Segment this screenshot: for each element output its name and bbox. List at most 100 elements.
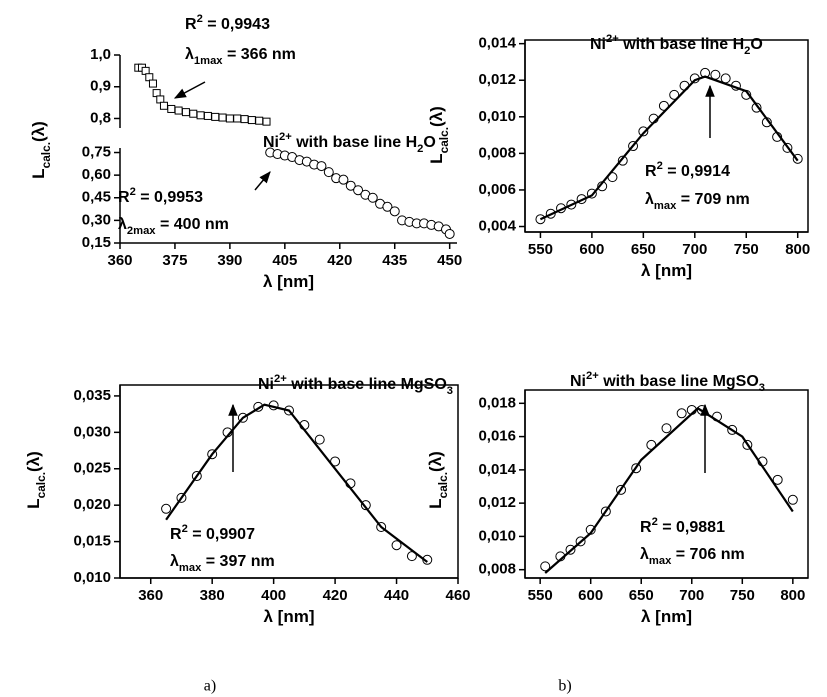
x-axis-label: λ [nm] xyxy=(264,607,315,626)
y-tick-label: 0,035 xyxy=(73,387,111,404)
data-point xyxy=(710,69,721,80)
text-part: O xyxy=(423,134,435,151)
text-part: (λ) xyxy=(24,451,43,472)
text-part: λ xyxy=(185,46,194,63)
text-part: 2 xyxy=(744,45,750,57)
x-tick-label: 360 xyxy=(138,587,163,604)
y-tick-label: 0,018 xyxy=(478,394,516,411)
text-part: 2 xyxy=(652,516,658,528)
x-axis-label: λ [nm] xyxy=(263,272,314,291)
text-part: (λ) xyxy=(426,451,445,472)
x-tick-label: 420 xyxy=(323,587,348,604)
text-part: max xyxy=(179,562,202,574)
data-point xyxy=(255,116,264,125)
text-part: Ni xyxy=(590,36,606,53)
data-point xyxy=(353,185,364,196)
x-tick-label: 600 xyxy=(579,241,604,258)
text-part: λ [nm] xyxy=(641,607,692,626)
x-tick-label: 750 xyxy=(730,587,755,604)
x-tick-label: 390 xyxy=(217,252,242,269)
y-tick-label: 0,45 xyxy=(82,189,111,206)
text-part: L xyxy=(427,153,446,163)
y-tick-label: 0,015 xyxy=(73,533,111,550)
text-part: λ [nm] xyxy=(263,272,314,291)
text-part: 2+ xyxy=(586,370,599,382)
text-part: R xyxy=(640,519,652,536)
x-axis-label: λ [nm] xyxy=(641,261,692,280)
data-point xyxy=(233,114,242,123)
y-tick-label: 1,0 xyxy=(90,46,111,63)
data-point xyxy=(196,111,205,120)
y-tick-label: 0,008 xyxy=(478,144,516,161)
text-part: Ni xyxy=(263,134,279,151)
data-point xyxy=(676,408,687,419)
data-point xyxy=(161,503,172,514)
x-tick-label: 600 xyxy=(578,587,603,604)
text-part: 2 xyxy=(197,13,203,25)
text-part: λ [nm] xyxy=(641,261,692,280)
y-tick-label: 0,60 xyxy=(82,166,111,183)
caption: b) xyxy=(558,678,571,695)
annotation: Ni2+ with base line H2O xyxy=(263,131,436,155)
data-point xyxy=(787,494,798,505)
x-tick-label: 800 xyxy=(780,587,805,604)
text-part: R xyxy=(170,526,182,543)
chart-title: Ni2+ with base line H2O xyxy=(590,33,763,57)
x-tick-label: 700 xyxy=(679,587,704,604)
y-tick-label: 0,030 xyxy=(73,423,111,440)
text-part: Ni xyxy=(570,373,586,390)
annotation: λ1max = 366 nm xyxy=(185,46,296,67)
text-part: (λ) xyxy=(427,106,446,127)
text-part: 2 xyxy=(657,160,663,172)
y-tick-label: 0,30 xyxy=(82,211,111,228)
text-part: O xyxy=(750,36,762,53)
text-part: R xyxy=(118,189,130,206)
data-point xyxy=(203,111,212,120)
data-point xyxy=(661,423,672,434)
text-part: 3 xyxy=(759,382,765,394)
x-axis-label: λ [nm] xyxy=(641,607,692,626)
y-tick-label: 0,014 xyxy=(478,461,516,478)
text-part: 3 xyxy=(447,385,453,397)
x-tick-label: 700 xyxy=(682,241,707,258)
text-part: calc. xyxy=(437,127,451,153)
y-tick-label: 0,010 xyxy=(478,108,516,125)
text-part: = 0,9914 xyxy=(663,163,730,180)
y-tick-label: 0,010 xyxy=(478,527,516,544)
y-tick-label: 0,025 xyxy=(73,460,111,477)
text-part: R xyxy=(645,163,657,180)
text-part: L xyxy=(29,168,48,178)
annotation: R2 = 0,9907 xyxy=(170,523,255,543)
text-part: 1max xyxy=(194,55,223,67)
y-tick-label: 0,004 xyxy=(478,217,516,234)
y-axis-label: Lcalc.(λ) xyxy=(29,121,53,179)
data-point xyxy=(316,161,327,172)
data-point xyxy=(540,561,551,572)
data-point xyxy=(638,126,649,137)
y-tick-label: 0,010 xyxy=(73,569,111,586)
x-tick-label: 360 xyxy=(107,252,132,269)
y-axis-label: Lcalc.(λ) xyxy=(24,451,48,509)
x-tick-label: 450 xyxy=(437,252,462,269)
data-point xyxy=(174,106,183,115)
text-part: with base line H xyxy=(292,134,417,151)
text-part: 2+ xyxy=(274,373,287,385)
y-tick-label: 0,006 xyxy=(478,181,516,198)
annotation: R2 = 0,9881 xyxy=(640,516,725,536)
text-part: calc. xyxy=(436,472,450,498)
x-tick-label: 435 xyxy=(382,252,407,269)
data-point xyxy=(240,115,249,124)
text-part: with base line H xyxy=(619,36,744,53)
data-point xyxy=(225,114,234,123)
data-point xyxy=(444,228,455,239)
text-part: = 706 nm xyxy=(671,546,744,563)
data-point xyxy=(345,180,356,191)
x-tick-label: 405 xyxy=(272,252,297,269)
annotation: R2 = 0,9914 xyxy=(645,160,730,180)
data-point xyxy=(314,434,325,445)
annotation: R2 = 0,9943 xyxy=(185,13,270,33)
y-tick-label: 0,012 xyxy=(478,494,516,511)
data-point xyxy=(159,101,168,110)
annotation: λmax = 709 nm xyxy=(645,191,750,212)
data-point xyxy=(181,108,190,117)
